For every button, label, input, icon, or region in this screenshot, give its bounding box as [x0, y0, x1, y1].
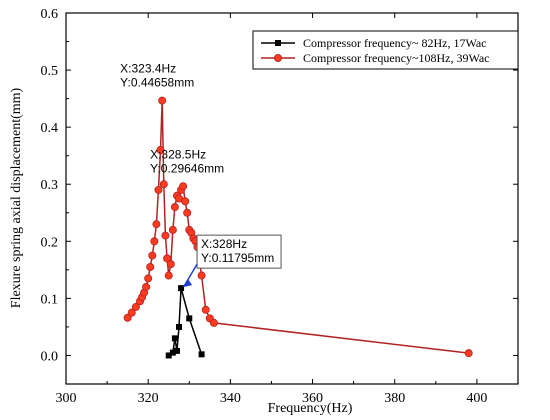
data-point	[146, 262, 155, 271]
series-line	[127, 100, 469, 354]
data-point	[164, 271, 173, 280]
x-tick-label: 300	[56, 391, 77, 406]
data-point	[186, 315, 193, 322]
x-tick-label: 340	[220, 391, 241, 406]
data-point	[156, 145, 165, 154]
data-point	[464, 349, 473, 358]
y-tick-label: 0.6	[41, 7, 59, 22]
data-point	[144, 274, 153, 283]
data-point	[165, 352, 172, 359]
datatip-y-label: Y:0.44658mm	[120, 76, 194, 90]
plot-layer	[65, 12, 519, 385]
data-point	[171, 335, 178, 342]
data-point	[176, 323, 182, 330]
data-point	[178, 285, 185, 292]
data-point	[154, 185, 163, 194]
legend-marker	[275, 40, 281, 46]
data-point	[150, 237, 159, 246]
data-point	[166, 260, 175, 269]
y-tick-label: 0.2	[41, 235, 59, 250]
datatip-arrowhead	[183, 279, 193, 288]
legend-label: Compressor frequency~108Hz, 39Wac	[303, 51, 489, 65]
data-point	[198, 351, 205, 358]
data-point	[123, 313, 132, 322]
data-point	[201, 305, 210, 314]
datatip-y-label: Y:0.29646mm	[150, 161, 224, 175]
datatip-y-label: Y:0.11795mm	[201, 251, 274, 265]
data-point	[127, 308, 136, 317]
x-tick-label: 400	[466, 391, 487, 406]
x-axis-label: Frequency(Hz)	[268, 401, 353, 416]
data-point	[148, 251, 157, 260]
data-point	[183, 208, 192, 217]
data-point	[158, 96, 167, 105]
y-tick-label: 0.3	[41, 178, 59, 193]
data-point	[169, 349, 176, 356]
series-layer	[123, 96, 473, 359]
datatip-box	[196, 234, 282, 269]
datatip-x-label: X:328Hz	[201, 237, 247, 251]
legend-label: Compressor frequency~ 82Hz, 17Wac	[303, 36, 486, 50]
legend-entry-1: Compressor frequency~108Hz, 39Wac	[261, 51, 489, 65]
data-point	[159, 180, 168, 189]
ticks-layer: 300 320 340 360 380 400 0.0 0.1 0.2 0.3 0.4 0.5 0.6	[41, 7, 518, 406]
series-line	[168, 287, 203, 357]
plot-frame	[65, 12, 519, 385]
y-tick-label: 0.1	[41, 292, 59, 307]
y-tick-label: 0.0	[41, 349, 59, 364]
data-point	[152, 220, 161, 229]
data-point	[142, 282, 151, 291]
x-tick-label: 380	[384, 391, 405, 406]
data-point	[131, 302, 140, 311]
legend-marker	[273, 54, 282, 63]
datatip-x-label: X:323.4Hz	[120, 62, 176, 76]
legend-box	[252, 30, 519, 70]
data-point	[181, 197, 190, 206]
series-0	[165, 285, 205, 359]
legend: Compressor frequency~ 82Hz, 17WacCompres…	[252, 30, 519, 70]
data-point	[163, 254, 172, 263]
y-tick-label: 0.5	[41, 64, 59, 79]
data-point	[197, 271, 206, 280]
data-point	[173, 347, 180, 354]
data-point	[168, 225, 177, 234]
datatip-x-label: X:328.5Hz	[150, 147, 206, 161]
y-axis-label: Flexure spring axial displacement(mm)	[9, 87, 24, 308]
series-1	[123, 96, 473, 358]
data-point	[170, 203, 179, 212]
data-point	[209, 318, 218, 327]
x-tick-label: 360	[302, 391, 323, 406]
x-tick-label: 320	[138, 391, 159, 406]
data-point	[179, 182, 188, 191]
y-tick-label: 0.4	[41, 121, 59, 136]
legend-entry-0: Compressor frequency~ 82Hz, 17Wac	[261, 36, 486, 50]
data-point	[161, 231, 170, 240]
